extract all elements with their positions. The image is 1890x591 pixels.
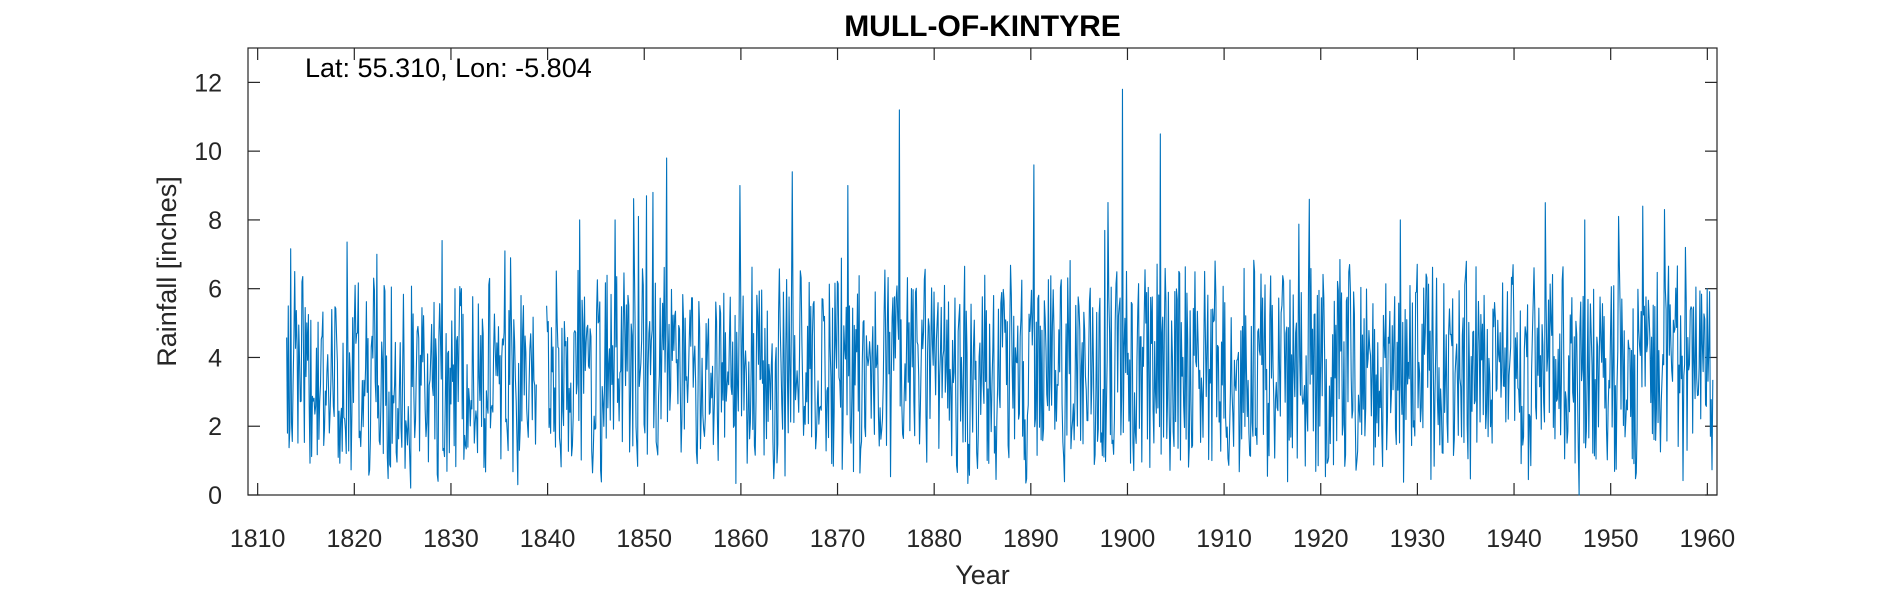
x-tick-label: 1810 <box>230 525 286 553</box>
x-axis: 1810 1820 1830 1840 1850 1860 1870 1880 1890 1900… <box>230 48 1735 553</box>
y-axis: 0 2 4 6 8 10 12 <box>194 69 1717 510</box>
x-tick-label: 1910 <box>1196 525 1252 553</box>
y-tick-label: 12 <box>194 69 222 97</box>
x-tick-label: 1960 <box>1680 525 1736 553</box>
rainfall-series-line <box>546 88 1714 496</box>
x-tick-label: 1950 <box>1583 525 1639 553</box>
location-annotation: Lat: 55.310, Lon: -5.804 <box>305 53 592 83</box>
x-tick-label: 1860 <box>713 525 769 553</box>
y-tick-label: 6 <box>208 276 222 304</box>
x-tick-label: 1880 <box>906 525 962 553</box>
x-tick-label: 1830 <box>423 525 479 553</box>
x-tick-label: 1870 <box>810 525 866 553</box>
x-tick-label: 1940 <box>1486 525 1542 553</box>
y-tick-label: 0 <box>208 482 222 510</box>
plot-frame <box>247 47 1718 496</box>
x-tick-label: 1820 <box>326 525 382 553</box>
y-tick-label: 4 <box>208 344 222 372</box>
y-tick-label: 2 <box>208 413 222 441</box>
x-tick-label: 1850 <box>616 525 672 553</box>
y-tick-label: 8 <box>208 207 222 235</box>
x-tick-label: 1900 <box>1100 525 1156 553</box>
series-layer <box>286 88 1714 496</box>
x-tick-label: 1890 <box>1003 525 1059 553</box>
y-tick-label: 10 <box>194 138 222 166</box>
x-tick-label: 1930 <box>1390 525 1446 553</box>
x-axis-label: Year <box>955 560 1010 590</box>
chart-title: MULL-OF-KINTYRE <box>844 10 1121 43</box>
x-tick-label: 1840 <box>520 525 576 553</box>
y-axis-label: Rainfall [inches] <box>152 176 182 367</box>
x-tick-label: 1920 <box>1293 525 1349 553</box>
rainfall-series-line <box>286 240 537 489</box>
